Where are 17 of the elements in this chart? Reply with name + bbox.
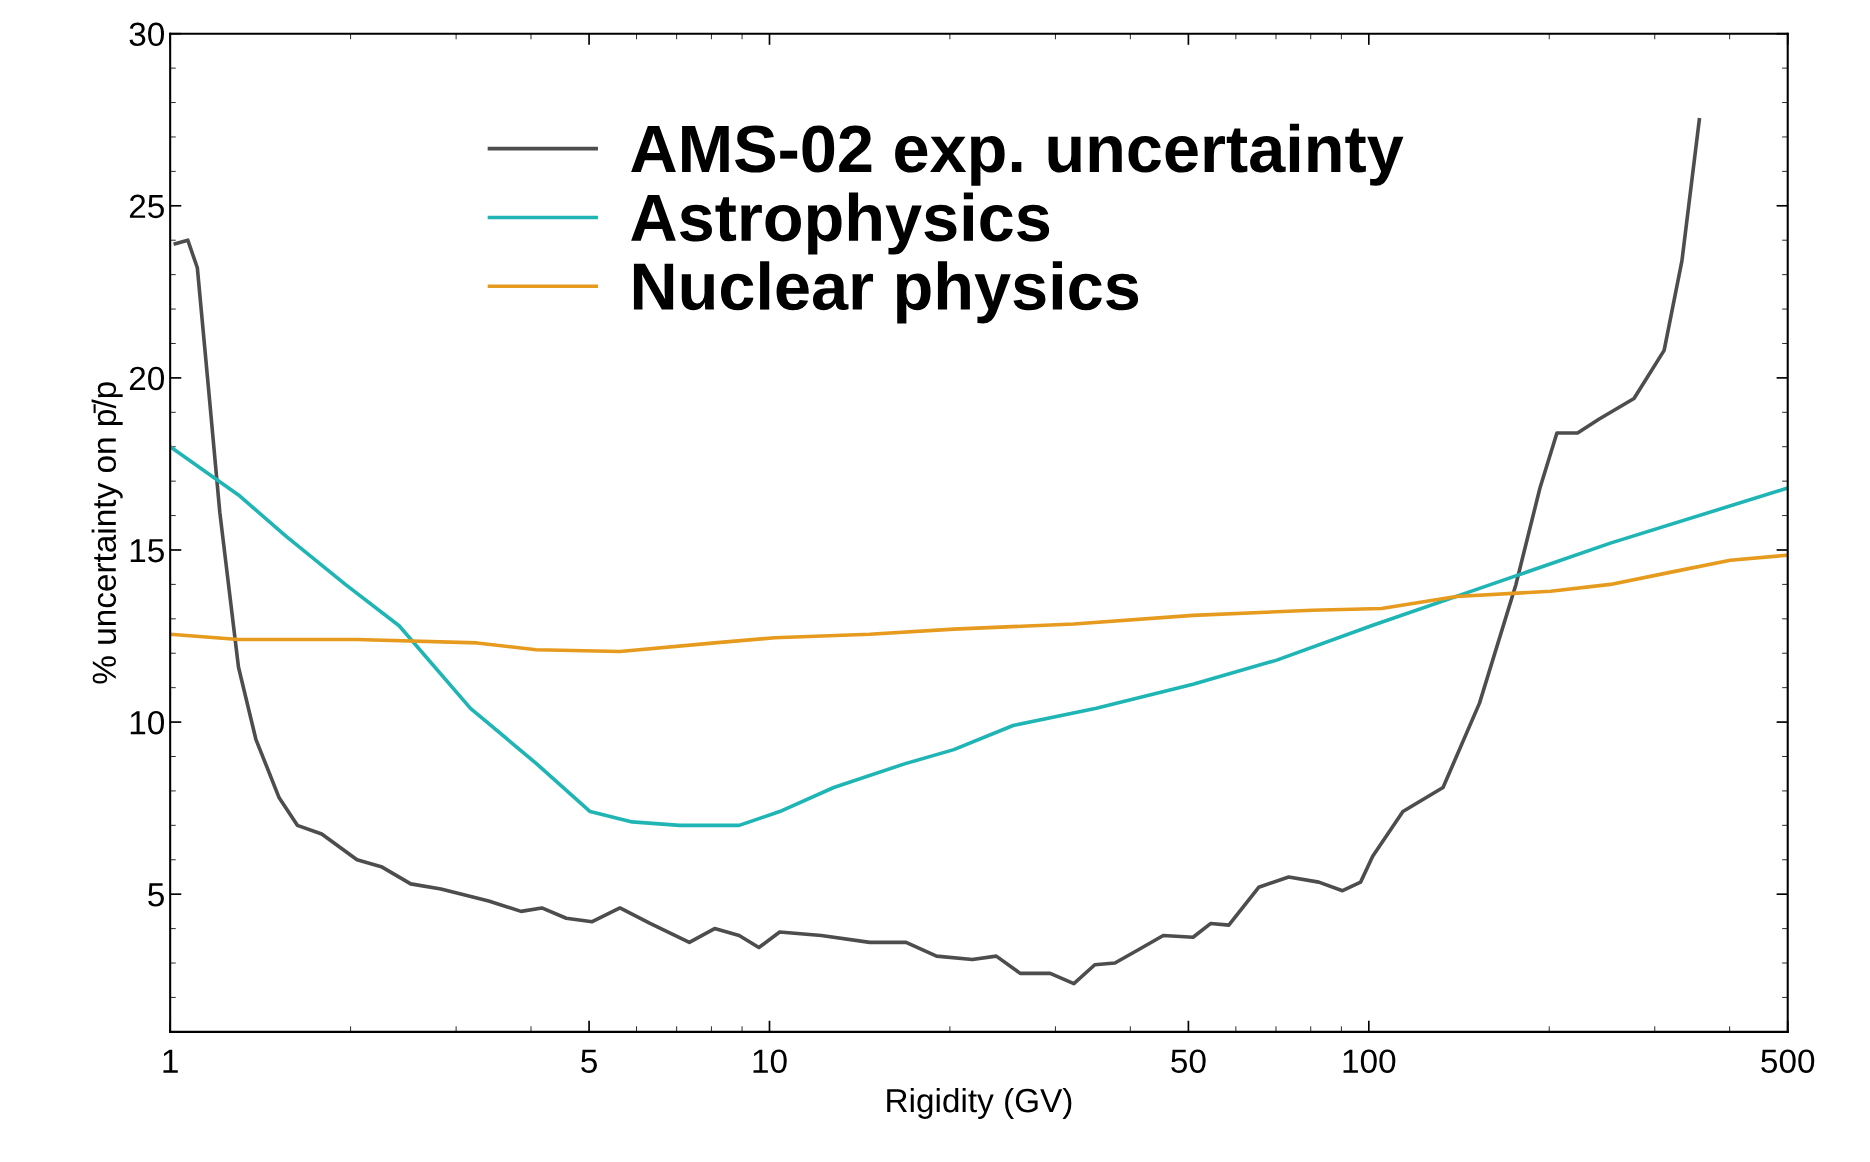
y-tick-label: 15 [130, 539, 164, 563]
y-tick-label: 10 [130, 710, 165, 735]
y-axis-title: % uncertainty on p̄/p [91, 382, 123, 684]
x-tick-label: 500 [1761, 1049, 1815, 1074]
x-tick-label: 1 [163, 1049, 178, 1073]
legend-label: Nuclear physics [633, 261, 1139, 324]
y-tick-label: 5 [148, 883, 164, 907]
legend-label: Astrophysics [631, 192, 1050, 255]
y-tick-label: 25 [129, 194, 164, 219]
x-tick-label: 100 [1343, 1049, 1396, 1074]
x-tick-label: 10 [753, 1049, 787, 1074]
x-tick-label: 50 [1171, 1049, 1206, 1074]
y-tick-label: 30 [129, 22, 165, 47]
x-axis-title: Rigidity (GV) [887, 1087, 1072, 1119]
legend-label: AMS-02 exp. uncertainty [631, 123, 1404, 186]
y-tick-label: 20 [129, 366, 165, 391]
x-tick-label: 5 [581, 1049, 597, 1074]
